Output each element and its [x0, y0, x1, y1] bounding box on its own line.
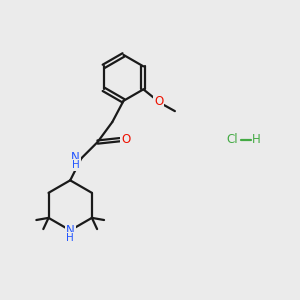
Text: N: N	[66, 224, 75, 237]
Text: N: N	[71, 151, 80, 164]
Text: O: O	[154, 95, 163, 108]
Text: H: H	[66, 233, 74, 243]
Text: O: O	[122, 133, 131, 146]
Text: H: H	[72, 160, 80, 170]
Text: H: H	[252, 133, 261, 146]
Text: Cl: Cl	[226, 133, 238, 146]
